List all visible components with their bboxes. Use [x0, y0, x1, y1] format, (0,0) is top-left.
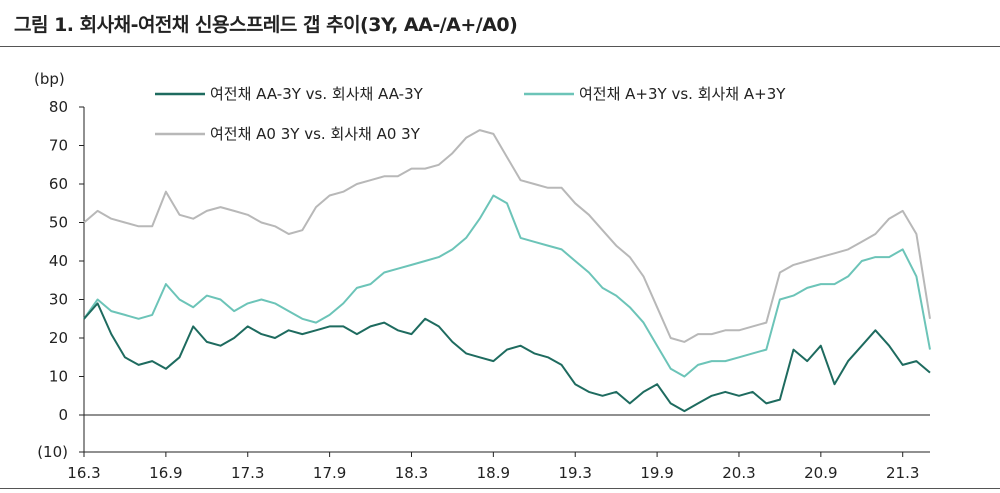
bottom-rule: [0, 488, 1000, 489]
y-tick-label: 80: [49, 98, 68, 116]
x-tick-label: 21.3: [886, 464, 919, 482]
y-tick-label: 20: [49, 329, 68, 347]
y-tick-label: 50: [49, 214, 68, 232]
x-tick-label: 20.3: [722, 464, 755, 482]
legend-label-2: 여전채 A+3Y vs. 회사채 A+3Y: [579, 85, 786, 103]
x-tick-label: 16.3: [67, 464, 100, 482]
series-line-2: [83, 194, 931, 378]
y-tick-label: 40: [49, 252, 68, 270]
legend-label-3: 여전채 A0 3Y vs. 회사채 A0 3Y: [210, 125, 421, 143]
y-axis-unit: (bp): [34, 70, 65, 88]
series-line-3: [83, 129, 931, 343]
x-tick-label: 16.9: [149, 464, 182, 482]
x-tick-label: 18.3: [395, 464, 428, 482]
x-tick-label: 17.3: [231, 464, 264, 482]
y-tick-labels: 80 70 60 50 40 30 20 10 0 (10) (bp): [34, 70, 68, 461]
series-lines: [83, 129, 931, 413]
x-tick-label: 20.9: [804, 464, 837, 482]
top-rule: [0, 46, 1000, 47]
legend-label-1: 여전채 AA-3Y vs. 회사채 AA-3Y: [210, 85, 424, 103]
x-tick-labels: 16.3 16.9 17.3 17.9 18.3 18.9 19.3 19.9 20.3 20.9…: [67, 464, 919, 482]
chart-axes: [79, 106, 930, 457]
y-tick-label: 0: [58, 406, 68, 424]
x-tick-label: 19.9: [640, 464, 673, 482]
figure-title: 그림 1. 회사채-여전채 신용스프레드 갭 추이(3Y, AA-/A+/A0): [14, 14, 518, 36]
chart-legend: 여전채 AA-3Y vs. 회사채 AA-3Y 여전채 A+3Y vs. 회사채 …: [155, 85, 786, 143]
y-tick-label: (10): [37, 443, 68, 461]
y-tick-label: 60: [49, 175, 68, 193]
x-tick-label: 18.9: [477, 464, 510, 482]
y-tick-label: 10: [49, 368, 68, 386]
x-tick-label: 19.3: [559, 464, 592, 482]
y-tick-label: 70: [49, 137, 68, 155]
series-line-1: [83, 302, 931, 413]
x-tick-label: 17.9: [313, 464, 346, 482]
y-tick-label: 30: [49, 291, 68, 309]
